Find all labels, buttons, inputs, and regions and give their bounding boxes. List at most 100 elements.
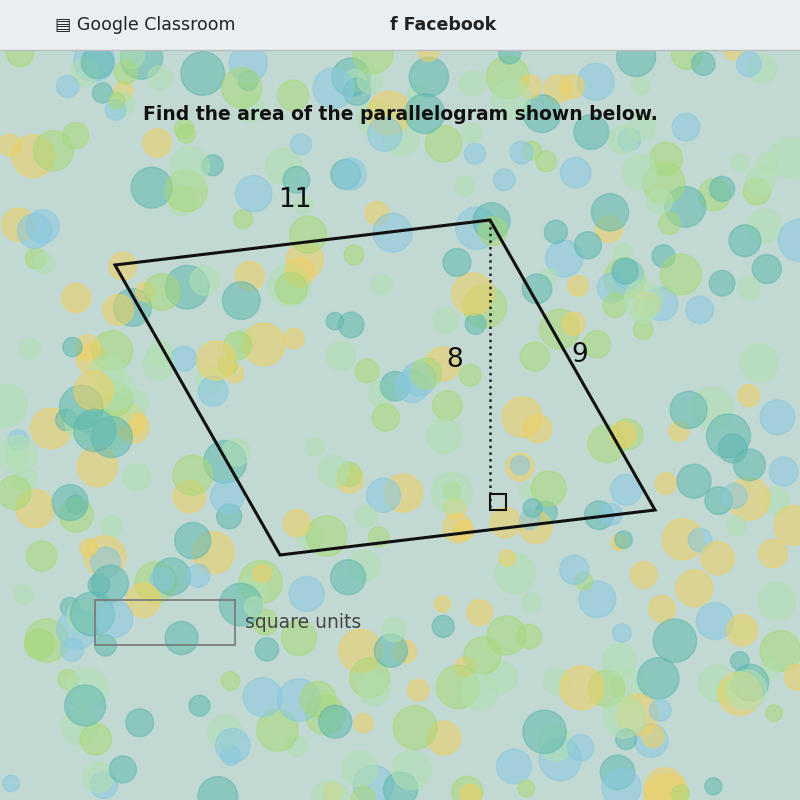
Circle shape: [523, 94, 561, 133]
Circle shape: [323, 783, 342, 800]
Circle shape: [135, 562, 176, 603]
Circle shape: [222, 68, 262, 108]
Circle shape: [2, 208, 34, 241]
Circle shape: [650, 142, 682, 175]
Circle shape: [282, 620, 317, 655]
Circle shape: [591, 194, 629, 231]
Circle shape: [93, 393, 131, 431]
Circle shape: [661, 254, 702, 295]
Circle shape: [748, 209, 782, 242]
Circle shape: [531, 471, 566, 506]
Circle shape: [434, 596, 450, 612]
Circle shape: [210, 480, 244, 514]
Circle shape: [197, 341, 236, 380]
Text: 11: 11: [278, 187, 312, 213]
Circle shape: [462, 674, 498, 710]
Circle shape: [33, 130, 74, 171]
Circle shape: [426, 346, 460, 381]
Circle shape: [612, 258, 638, 284]
Circle shape: [123, 463, 150, 490]
Circle shape: [567, 734, 594, 761]
Circle shape: [524, 414, 552, 442]
Circle shape: [173, 480, 206, 513]
Circle shape: [727, 478, 770, 520]
Circle shape: [456, 207, 498, 250]
Circle shape: [342, 751, 378, 786]
Circle shape: [748, 54, 777, 83]
Circle shape: [57, 609, 98, 650]
Circle shape: [120, 37, 162, 79]
Circle shape: [785, 664, 800, 690]
Circle shape: [0, 134, 21, 156]
Circle shape: [349, 550, 380, 581]
Circle shape: [443, 249, 471, 276]
Circle shape: [295, 197, 312, 214]
Circle shape: [221, 746, 241, 766]
Circle shape: [26, 541, 57, 571]
Circle shape: [730, 652, 750, 670]
Circle shape: [394, 640, 417, 663]
Circle shape: [502, 397, 542, 437]
Circle shape: [432, 615, 454, 638]
Circle shape: [649, 595, 675, 622]
Circle shape: [235, 262, 265, 290]
Circle shape: [686, 296, 714, 323]
Circle shape: [452, 776, 482, 800]
Circle shape: [382, 618, 406, 642]
Circle shape: [758, 153, 777, 173]
Circle shape: [234, 330, 256, 352]
Circle shape: [523, 710, 566, 754]
Circle shape: [306, 438, 324, 456]
Circle shape: [80, 539, 98, 557]
Circle shape: [222, 282, 260, 319]
Circle shape: [407, 679, 429, 701]
Circle shape: [300, 682, 336, 717]
Circle shape: [487, 616, 526, 655]
Circle shape: [701, 542, 734, 575]
Circle shape: [289, 577, 324, 611]
Circle shape: [326, 342, 355, 370]
Circle shape: [672, 114, 700, 141]
Circle shape: [396, 370, 429, 402]
Circle shape: [452, 273, 494, 315]
Circle shape: [74, 41, 115, 82]
Circle shape: [766, 705, 782, 722]
Circle shape: [92, 83, 113, 103]
Circle shape: [198, 377, 228, 406]
Circle shape: [730, 618, 752, 640]
Circle shape: [118, 412, 149, 443]
Circle shape: [466, 600, 492, 626]
Circle shape: [26, 210, 59, 243]
Circle shape: [617, 38, 656, 77]
Circle shape: [465, 143, 486, 164]
Circle shape: [66, 495, 85, 514]
Circle shape: [455, 176, 474, 195]
Circle shape: [653, 619, 697, 662]
Circle shape: [167, 186, 196, 216]
Circle shape: [436, 666, 480, 709]
Circle shape: [82, 46, 114, 78]
Circle shape: [198, 777, 238, 800]
Circle shape: [613, 624, 631, 642]
Circle shape: [318, 455, 349, 487]
Circle shape: [762, 487, 789, 514]
Circle shape: [92, 330, 133, 371]
Circle shape: [604, 258, 645, 299]
Circle shape: [644, 287, 678, 321]
Circle shape: [562, 312, 585, 335]
Circle shape: [0, 476, 31, 510]
Circle shape: [600, 755, 635, 790]
Circle shape: [278, 80, 309, 111]
Circle shape: [462, 123, 482, 143]
Bar: [95, 600, 235, 645]
Circle shape: [286, 242, 323, 279]
Circle shape: [61, 598, 80, 617]
Circle shape: [268, 264, 310, 306]
Circle shape: [253, 565, 271, 582]
Circle shape: [698, 179, 730, 210]
Circle shape: [283, 510, 310, 537]
Circle shape: [330, 560, 366, 594]
Circle shape: [493, 80, 531, 118]
Circle shape: [6, 445, 28, 466]
Circle shape: [13, 468, 36, 491]
